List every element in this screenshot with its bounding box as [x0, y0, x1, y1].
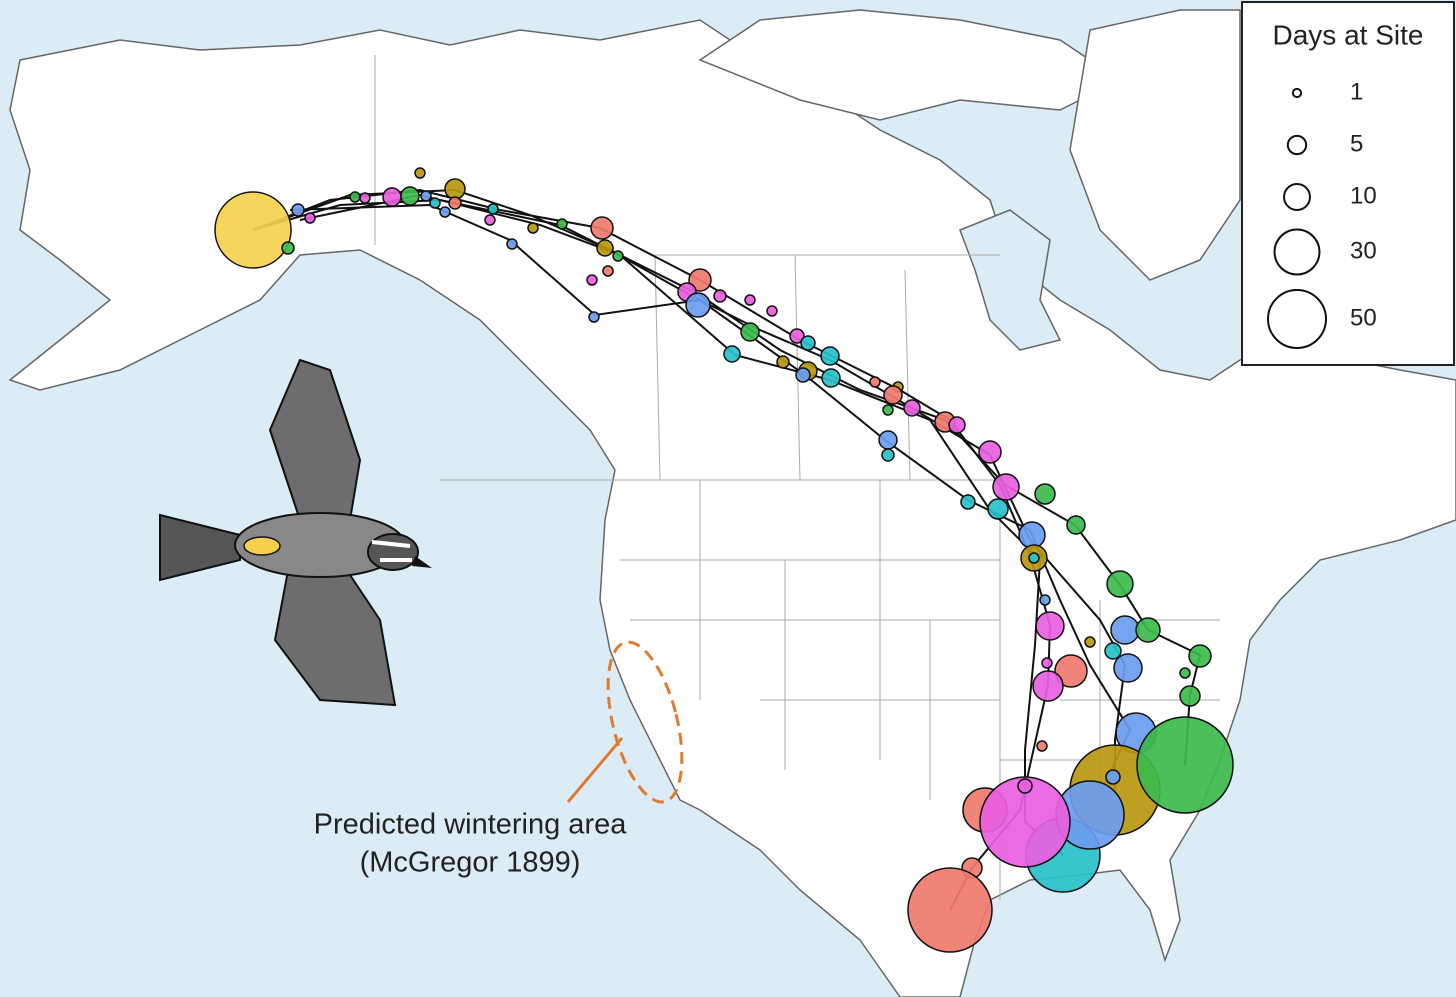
site	[723, 345, 741, 363]
site	[1179, 667, 1191, 679]
borders	[374, 55, 1220, 900]
site	[1106, 570, 1134, 598]
site	[1036, 740, 1048, 752]
site	[612, 250, 624, 262]
site	[359, 192, 371, 204]
legend-label: 1	[1350, 78, 1363, 105]
site	[688, 268, 712, 292]
site	[1054, 654, 1088, 688]
bird-illustration	[159, 358, 432, 707]
site	[420, 190, 432, 202]
site	[586, 274, 598, 286]
site	[602, 265, 614, 277]
site	[1066, 515, 1086, 535]
sites	[214, 167, 1234, 953]
site	[1028, 552, 1040, 564]
site	[400, 186, 420, 206]
legend-circle	[1283, 183, 1311, 211]
site	[214, 191, 292, 269]
annotation-text: (McGregor 1899)	[360, 847, 581, 879]
site	[429, 197, 441, 209]
site	[439, 206, 451, 218]
site	[881, 448, 895, 462]
site	[978, 440, 1002, 464]
annotation-pointer	[566, 737, 624, 803]
legend-label: 10	[1350, 182, 1377, 209]
site	[979, 776, 1071, 868]
site	[414, 167, 426, 179]
legend-circle	[1273, 228, 1321, 276]
site	[382, 187, 402, 207]
site	[685, 292, 711, 318]
site	[789, 328, 805, 344]
site	[869, 376, 881, 388]
site	[878, 430, 898, 450]
legend-box	[1241, 1, 1455, 366]
site	[1017, 778, 1033, 794]
site	[349, 191, 361, 203]
site	[795, 367, 811, 383]
site	[1105, 769, 1121, 785]
legend-title: Days at Site	[1273, 19, 1424, 50]
site	[1110, 615, 1140, 645]
site	[1032, 670, 1064, 702]
site	[766, 305, 778, 317]
site	[1188, 644, 1212, 668]
site	[1018, 521, 1046, 549]
site	[590, 216, 614, 240]
site	[1084, 636, 1096, 648]
site	[588, 311, 600, 323]
site	[291, 203, 305, 217]
legend-label: 50	[1350, 304, 1377, 331]
legend-label: 30	[1350, 237, 1377, 264]
legend-label: 5	[1350, 130, 1363, 157]
site	[1136, 716, 1234, 814]
legend-circle	[1267, 289, 1327, 349]
site	[1113, 653, 1143, 683]
site	[484, 214, 496, 226]
site	[1179, 685, 1201, 707]
legend-circle	[1291, 87, 1303, 99]
site	[444, 178, 466, 200]
site	[487, 203, 499, 215]
site	[882, 404, 894, 416]
site	[596, 239, 614, 257]
site	[304, 212, 316, 224]
site	[800, 335, 816, 351]
site	[506, 238, 518, 250]
site	[821, 368, 841, 388]
annotation-text: Predicted wintering area	[314, 809, 628, 841]
site	[1135, 617, 1161, 643]
site	[820, 346, 840, 366]
site	[903, 399, 921, 417]
site	[907, 867, 993, 953]
site	[556, 218, 568, 230]
site	[744, 294, 756, 306]
site	[527, 222, 539, 234]
site	[883, 385, 903, 405]
greenland	[1069, 9, 1241, 281]
site	[987, 498, 1009, 520]
site	[1034, 483, 1056, 505]
legend: 1 5 10 30 50	[1267, 78, 1377, 349]
site	[960, 494, 976, 510]
site	[776, 355, 790, 369]
site	[948, 416, 966, 434]
legend-circle	[1286, 134, 1308, 156]
site	[1035, 611, 1065, 641]
site	[1104, 642, 1122, 660]
site	[1039, 594, 1051, 606]
hudson-bay	[959, 209, 1062, 351]
site	[448, 196, 462, 210]
site	[713, 289, 727, 303]
site	[281, 241, 295, 255]
site	[740, 322, 760, 342]
site	[1041, 657, 1053, 669]
site	[992, 473, 1020, 501]
wintering-area	[606, 640, 684, 804]
